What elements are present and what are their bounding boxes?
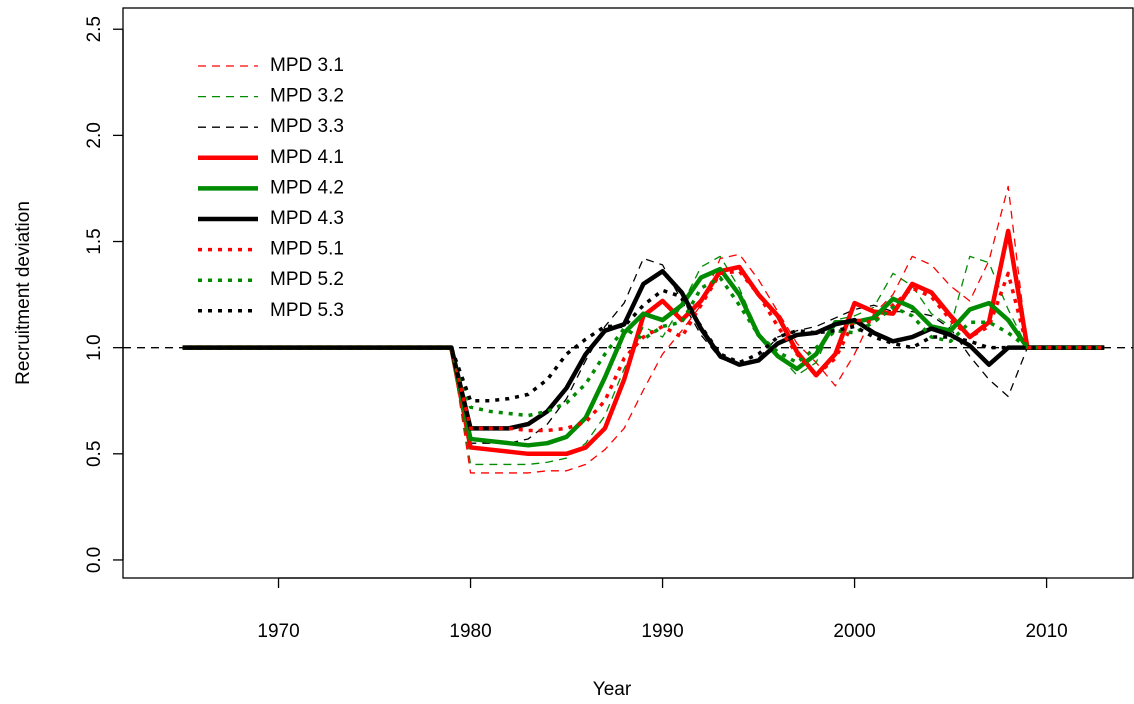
legend-label: MPD 4.3 [270,208,344,229]
x-tick-label: 1990 [641,621,683,642]
legend-label: MPD 3.1 [270,55,344,76]
legend-label: MPD 4.1 [270,147,344,168]
x-axis-label: Year [593,679,632,700]
legend-label: MPD 3.2 [270,86,344,107]
y-tick-label: 2.5 [84,16,105,42]
y-tick-label: 1.5 [84,228,105,254]
series-line [182,185,1105,474]
y-tick-label: 2.0 [84,122,105,148]
legend-label: MPD 3.3 [270,116,344,137]
legend-label: MPD 4.2 [270,177,344,198]
x-tick-label: 2000 [833,621,875,642]
series-line [182,255,1105,466]
y-axis-label: Recruitment deviation [13,201,34,385]
legend-label: MPD 5.2 [270,269,344,290]
y-tick-label: 0.5 [84,441,105,467]
legend-label: MPD 5.3 [270,300,344,321]
series-line [182,288,1105,403]
x-tick-label: 2010 [1025,621,1067,642]
series-line [182,266,1105,448]
legend-label: MPD 5.1 [270,239,344,260]
x-tick-label: 1970 [257,621,299,642]
y-tick-label: 1.0 [84,334,105,360]
y-tick-label: 0.0 [84,547,105,573]
x-tick-label: 1980 [449,621,491,642]
